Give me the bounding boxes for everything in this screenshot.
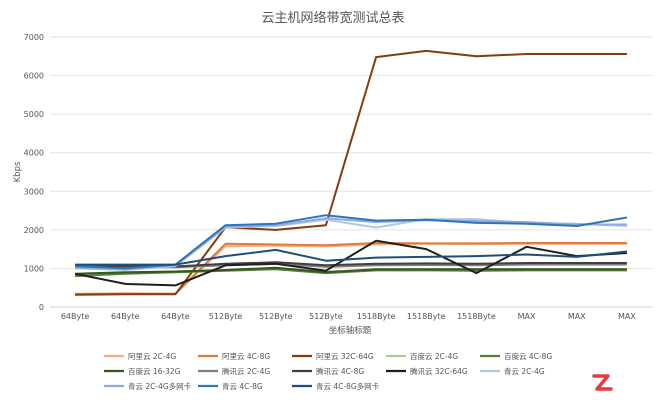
y-tick-label: 1000 bbox=[24, 264, 44, 273]
x-tick-label: 1518Byte bbox=[457, 312, 496, 321]
series-lines bbox=[74, 49, 628, 296]
legend-label: 腾讯云 4C-8G bbox=[316, 366, 364, 376]
legend-label: 阿里云 4C-8G bbox=[222, 352, 270, 361]
legend-label: 青云 4C-8G多网卡 bbox=[316, 381, 380, 391]
y-tick-label: 4000 bbox=[24, 149, 44, 158]
legend-label: 阿里云 2C-4G bbox=[128, 352, 176, 361]
legend-label: 百度云 16-32G bbox=[128, 366, 181, 376]
legend: 阿里云 2C-4G 阿里云 4C-8G 阿里云 32C-64G 百度云 2C-4G 百度… bbox=[104, 351, 552, 391]
chart-title: 云主机网络带宽测试总表 bbox=[261, 10, 404, 26]
series-line bbox=[75, 266, 627, 275]
legend-label: 青云 2C-4G bbox=[504, 366, 545, 376]
legend-label: 青云 2C-4G多网卡 bbox=[128, 381, 192, 391]
series-line bbox=[75, 49, 627, 296]
y-axis-ticks: 0 1000 2000 3000 4000 5000 6000 7000 bbox=[24, 33, 44, 312]
x-tick-label: 512Byte bbox=[259, 312, 293, 321]
x-tick-label: MAX bbox=[568, 312, 586, 321]
legend-label: 腾讯云 32C-64G bbox=[410, 366, 468, 376]
x-tick-label: 64Byte bbox=[111, 312, 140, 321]
x-tick-label: 1518Byte bbox=[357, 312, 396, 321]
x-tick-label: 512Byte bbox=[309, 312, 343, 321]
legend-label: 百度云 2C-4G bbox=[410, 351, 458, 361]
x-axis-ticks: 64Byte 64Byte 64Byte 512Byte 512Byte 512Byte 1… bbox=[61, 312, 637, 321]
y-tick-label: 2000 bbox=[24, 226, 44, 235]
legend-label: 青云 4C-8G bbox=[222, 381, 263, 391]
x-tick-label: 1518Byte bbox=[407, 312, 446, 321]
y-axis-label: Kbps bbox=[13, 161, 23, 182]
x-tick-label: MAX bbox=[618, 312, 636, 321]
legend-label: 腾讯云 2C-4G bbox=[222, 366, 270, 376]
y-tick-label: 6000 bbox=[24, 72, 44, 81]
series-line bbox=[74, 239, 627, 287]
x-tick-label: 64Byte bbox=[61, 312, 90, 321]
legend-label: 阿里云 32C-64G bbox=[316, 352, 374, 361]
y-tick-label: 5000 bbox=[24, 110, 44, 119]
x-tick-label: 512Byte bbox=[209, 312, 243, 321]
series-line bbox=[75, 248, 628, 266]
x-tick-label: 64Byte bbox=[161, 312, 190, 321]
x-axis-label: 坐标轴标题 bbox=[329, 325, 372, 336]
y-tick-label: 7000 bbox=[24, 33, 44, 42]
y-tick-label: 3000 bbox=[24, 187, 44, 196]
legend-label: 百度云 4C-8G bbox=[504, 351, 552, 361]
y-tick-label: 0 bbox=[39, 303, 44, 312]
x-tick-label: MAX bbox=[518, 312, 536, 321]
brand-logo-icon bbox=[592, 374, 613, 391]
